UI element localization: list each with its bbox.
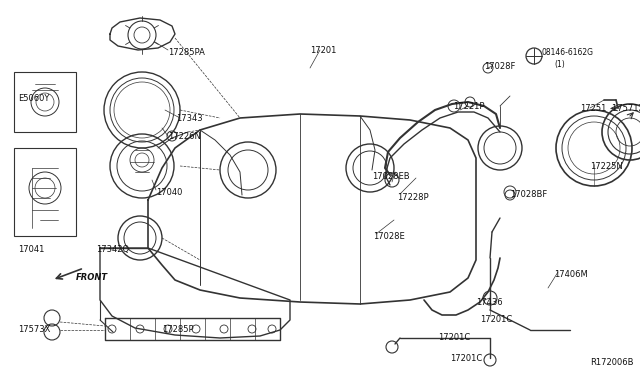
Text: 17028BF: 17028BF bbox=[510, 190, 547, 199]
Text: 17226N: 17226N bbox=[168, 132, 201, 141]
Text: 17342Q: 17342Q bbox=[96, 245, 129, 254]
Text: 17225N: 17225N bbox=[590, 162, 623, 171]
Text: 17040: 17040 bbox=[156, 188, 182, 197]
Text: E5060Y: E5060Y bbox=[18, 94, 49, 103]
Text: 17251: 17251 bbox=[580, 104, 606, 113]
Text: 17201C: 17201C bbox=[438, 333, 470, 342]
Text: 17343: 17343 bbox=[176, 114, 203, 123]
Text: 17201C: 17201C bbox=[450, 354, 483, 363]
Text: 17028EB: 17028EB bbox=[372, 172, 410, 181]
Text: FRONT: FRONT bbox=[76, 273, 108, 282]
Text: 17201: 17201 bbox=[310, 46, 337, 55]
Bar bbox=[14, 72, 76, 132]
Text: 17028F: 17028F bbox=[484, 62, 515, 71]
Text: -17571X: -17571X bbox=[610, 104, 640, 113]
Text: 17201C: 17201C bbox=[480, 315, 512, 324]
Text: 17285P: 17285P bbox=[162, 325, 194, 334]
Text: 17028E: 17028E bbox=[373, 232, 404, 241]
Text: 17406M: 17406M bbox=[554, 270, 588, 279]
Text: 17041: 17041 bbox=[18, 245, 44, 254]
Text: 17285PA: 17285PA bbox=[168, 48, 205, 57]
Text: R172006B: R172006B bbox=[590, 358, 634, 367]
Bar bbox=[14, 148, 76, 236]
Text: (1): (1) bbox=[554, 60, 564, 69]
Text: 17228P: 17228P bbox=[397, 193, 429, 202]
Text: 17436: 17436 bbox=[476, 298, 502, 307]
Text: 17573X: 17573X bbox=[18, 325, 51, 334]
Text: 17221P: 17221P bbox=[453, 102, 484, 111]
Text: 08146-6162G: 08146-6162G bbox=[542, 48, 594, 57]
